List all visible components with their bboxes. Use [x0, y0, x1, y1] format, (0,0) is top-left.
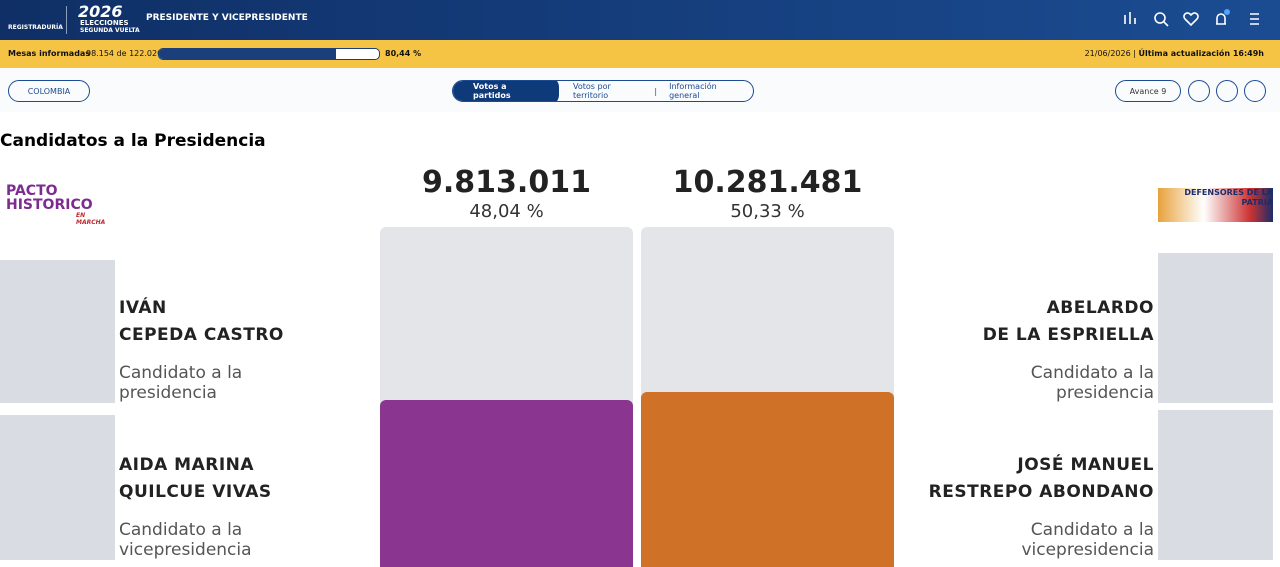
share-label: 50,33 % [730, 201, 805, 222]
name: RESTREPO ABONDANO [928, 482, 1154, 502]
votes: 9.813.011 [422, 165, 591, 200]
photo [0, 415, 115, 560]
name: JOSÉ MANUEL [1017, 455, 1154, 475]
avance-button[interactable]: Avance 9 [1115, 80, 1181, 102]
party-logo: DEFENSORES DE LA PATRIA [1158, 188, 1273, 222]
role: Candidato a la presidencia [119, 363, 243, 403]
status-label: Mesas informadas [8, 49, 91, 58]
name: QUILCUE VIVAS [119, 482, 272, 502]
candidate: JOSÉ MANUEL RESTREPO ABONDANO Candidato a … [929, 452, 1154, 560]
section: PRESIDENTE Y VICEPRESIDENTE [146, 13, 308, 23]
name: ABELARDO [1046, 298, 1154, 318]
candidate: IVÁN CEPEDA CASTRO Candidato a la presiden… [119, 295, 284, 403]
role: Candidato a la vicepresidencia [119, 520, 252, 560]
toolbar: COLOMBIA Votos a partidos Votos por terr… [0, 68, 1280, 112]
updated: Última actualización 16:49h [1138, 49, 1264, 58]
share-button[interactable] [1244, 80, 1266, 102]
votes: 10.281.481 [672, 165, 863, 200]
progress-label: 80,44 % [385, 49, 422, 58]
header-icons[interactable] [1118, 8, 1268, 30]
photo [1158, 410, 1273, 560]
tab[interactable]: Votos por territorio [573, 82, 611, 100]
party-name: PACTO HISTORICO [6, 183, 93, 213]
role: Candidato a la presidencia [1030, 363, 1154, 403]
progress-track [158, 48, 380, 60]
role: Candidato a la vicepresidencia [1021, 520, 1154, 560]
candidate: ABELARDO DE LA ESPRIELLA Candidato a la pr… [983, 295, 1154, 403]
section-title: Candidatos a la Presidencia [0, 131, 266, 151]
photo [1158, 253, 1273, 403]
share-label: 48,04 % [469, 201, 544, 222]
name: DE LA ESPRIELLA [982, 325, 1154, 345]
brand: REGISTRADURÍA [8, 24, 63, 31]
progress-fill [159, 49, 336, 59]
tab[interactable]: Información general [669, 82, 717, 100]
year: 2026 [78, 2, 123, 21]
status-bar: Mesas informadas 98.154 de 122.020 80,44… [0, 40, 1280, 68]
name: IVÁN [119, 298, 167, 318]
filter-button[interactable]: COLOMBIA [8, 80, 90, 102]
photo [0, 260, 115, 403]
tabs: Votos a partidos Votos por territorio | I… [452, 80, 754, 102]
party-tag: EN MARCHA [76, 212, 106, 226]
round: SEGUNDA VUELTA [80, 27, 140, 34]
election: ELECCIONES [80, 19, 129, 27]
status-count: 98.154 de 122.020 [86, 49, 163, 58]
candidate: AIDA MARINA QUILCUE VIVAS Candidato a la v… [119, 452, 279, 560]
bar [641, 392, 894, 567]
print-button[interactable] [1216, 80, 1238, 102]
bar [380, 400, 633, 567]
name: AIDA MARINA [119, 455, 255, 475]
header: REGISTRADURÍA 2026 ELECCIONES SEGUNDA VU… [0, 0, 1280, 40]
name: CEPEDA CASTRO [119, 325, 284, 345]
party-logo: PACTO HISTORICO EN MARCHA [6, 184, 116, 226]
fav-button[interactable] [1188, 80, 1210, 102]
tab[interactable]: Votos a partidos [453, 81, 560, 101]
date: 21/06/2026 [1084, 49, 1131, 58]
